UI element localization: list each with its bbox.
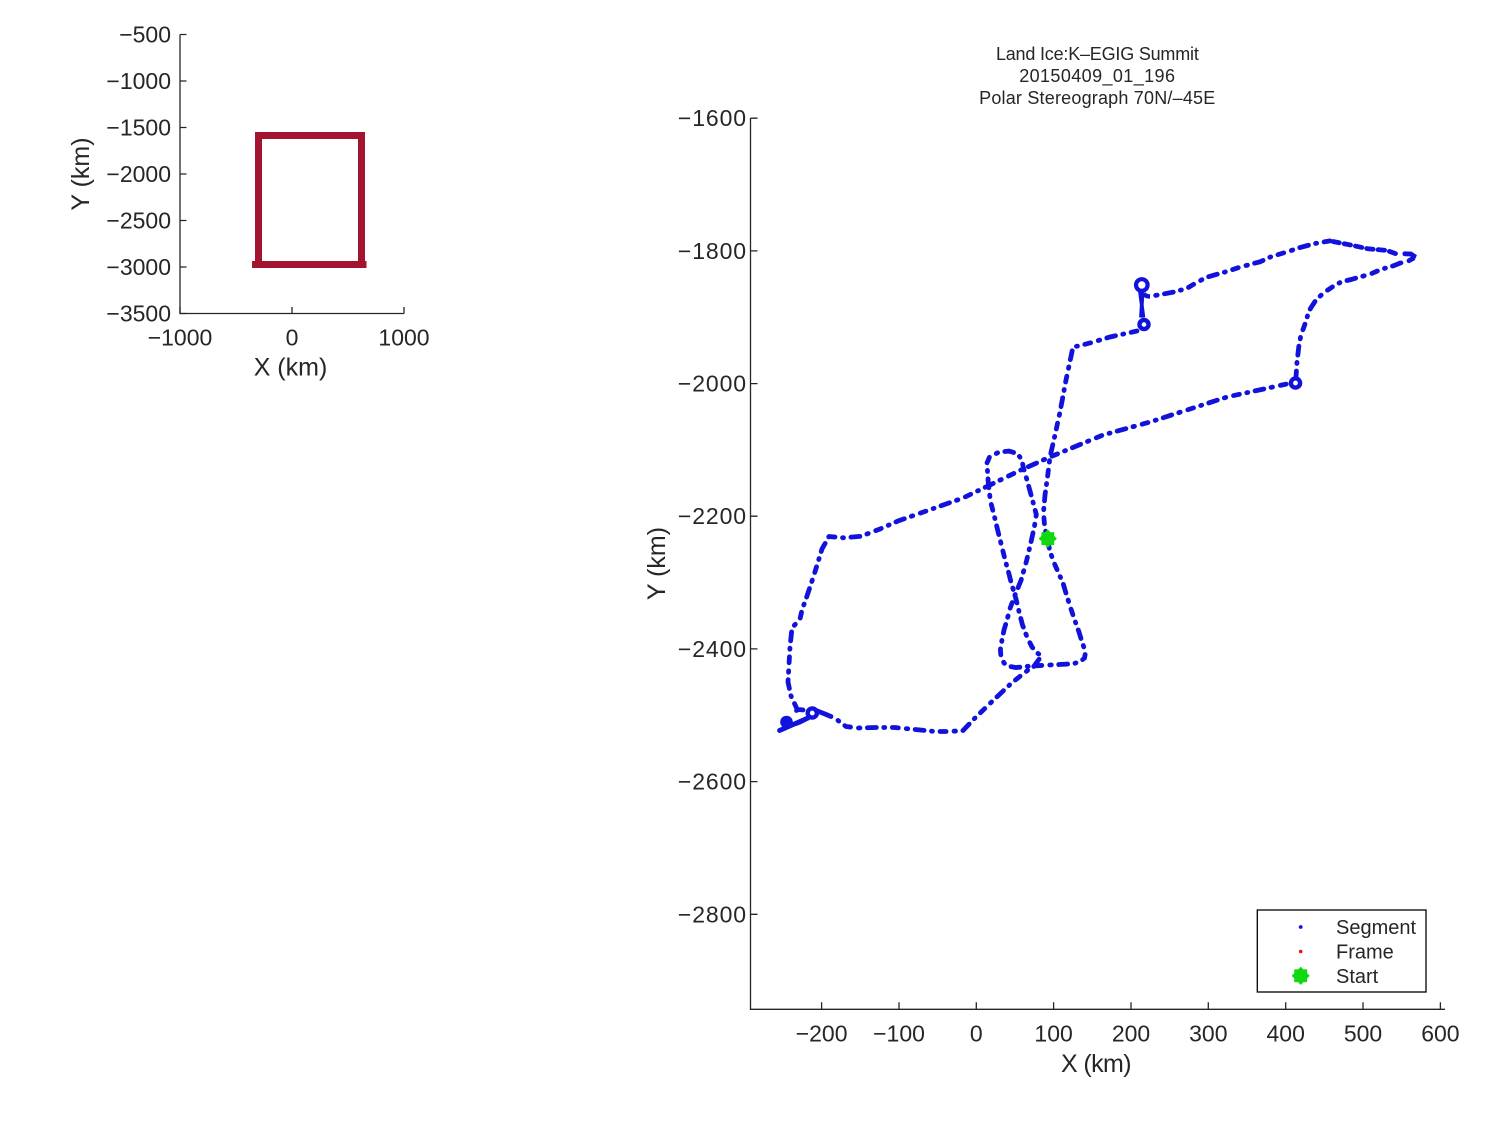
svg-text:400: 400: [1267, 1021, 1305, 1047]
svg-text:−1000: −1000: [148, 325, 213, 351]
svg-text:−2800: −2800: [678, 901, 747, 927]
svg-text:Frame: Frame: [1336, 942, 1394, 964]
svg-text:−2200: −2200: [678, 503, 747, 529]
svg-text:−200: −200: [796, 1021, 848, 1047]
svg-text:−2500: −2500: [106, 208, 171, 234]
svg-text:20150409_01_196: 20150409_01_196: [1019, 66, 1175, 87]
svg-text:−500: −500: [119, 22, 171, 48]
svg-text:600: 600: [1421, 1021, 1459, 1047]
svg-text:0: 0: [970, 1021, 983, 1047]
svg-text:Polar Stereograph 70N/–45E: Polar Stereograph 70N/–45E: [979, 88, 1215, 108]
svg-text:0: 0: [286, 325, 299, 351]
svg-text:500: 500: [1344, 1021, 1382, 1047]
svg-text:100: 100: [1034, 1021, 1072, 1047]
svg-text:−1800: −1800: [678, 238, 747, 264]
svg-text:−100: −100: [873, 1021, 925, 1047]
svg-text:Segment: Segment: [1336, 917, 1416, 939]
svg-text:−2000: −2000: [678, 371, 747, 397]
svg-text:−1500: −1500: [106, 115, 171, 141]
svg-text:−3000: −3000: [106, 254, 171, 280]
svg-text:X (km): X (km): [1061, 1050, 1131, 1078]
svg-text:Land Ice:K–EGIG Summit: Land Ice:K–EGIG Summit: [996, 44, 1199, 64]
svg-text:300: 300: [1189, 1021, 1227, 1047]
svg-text:X (km): X (km): [254, 354, 328, 382]
svg-text:−1600: −1600: [678, 105, 747, 131]
svg-text:200: 200: [1112, 1021, 1150, 1047]
svg-text:−1000: −1000: [106, 68, 171, 94]
svg-text:−2000: −2000: [106, 161, 171, 187]
svg-text:Y (km): Y (km): [643, 527, 671, 600]
svg-text:Y (km): Y (km): [67, 137, 95, 210]
svg-text:−2400: −2400: [678, 636, 747, 662]
svg-text:1000: 1000: [378, 325, 429, 351]
svg-text:Start: Start: [1336, 966, 1379, 988]
svg-text:−3500: −3500: [106, 301, 171, 327]
svg-text:−2600: −2600: [678, 769, 747, 795]
